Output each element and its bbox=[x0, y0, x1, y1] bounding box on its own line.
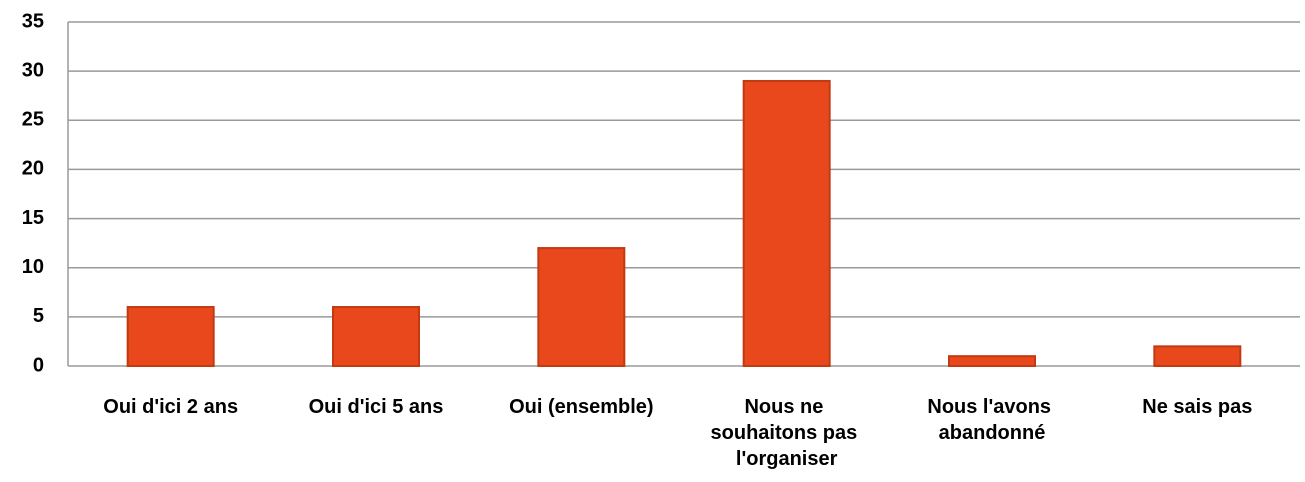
y-tick-label: 20 bbox=[22, 158, 44, 180]
bar bbox=[742, 79, 831, 367]
bar bbox=[948, 355, 1036, 367]
y-tick-label: 35 bbox=[22, 10, 44, 32]
x-tick-label: Oui d'ici 2 ans bbox=[103, 396, 238, 418]
x-tick-label: Nous l'avons abandonné bbox=[927, 396, 1056, 444]
x-tick-label: Oui (ensemble) bbox=[509, 396, 653, 418]
bar bbox=[1153, 345, 1242, 368]
y-tick-label: 15 bbox=[22, 207, 44, 229]
x-tick-label: Ne sais pas bbox=[1142, 396, 1252, 418]
y-tick-label: 30 bbox=[22, 59, 44, 81]
bar bbox=[332, 306, 420, 367]
y-tick-label: 10 bbox=[22, 256, 44, 278]
bar bbox=[126, 306, 215, 367]
x-tick-label: Nous ne souhaitons pas l'organiser bbox=[711, 396, 863, 470]
y-tick-label: 0 bbox=[33, 354, 44, 376]
x-tick-label: Oui d'ici 5 ans bbox=[309, 396, 444, 418]
y-tick-label: 5 bbox=[33, 305, 44, 327]
bar bbox=[537, 247, 626, 367]
y-tick-label: 25 bbox=[22, 109, 44, 131]
